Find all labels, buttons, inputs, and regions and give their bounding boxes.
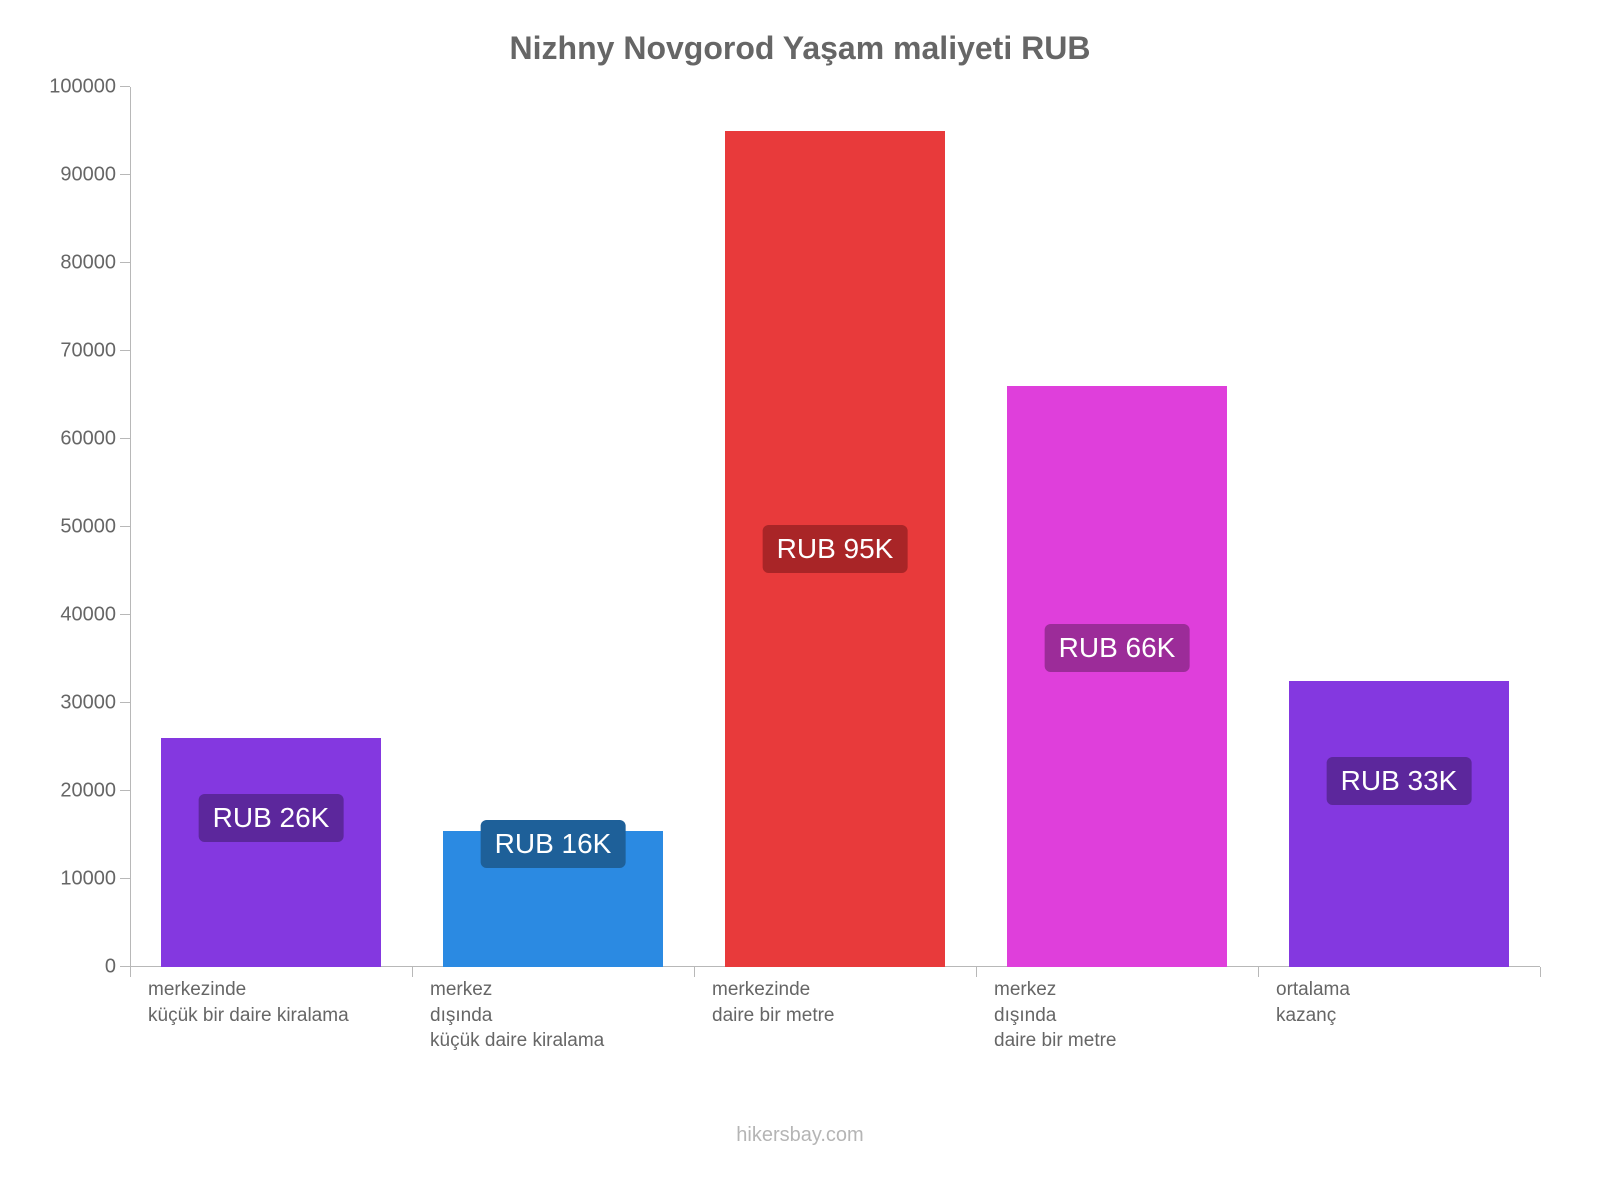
bar-slot: RUB 33K (1258, 87, 1540, 967)
bar: RUB 26K (161, 738, 381, 967)
x-tick (976, 967, 977, 977)
bar-slot: RUB 26K (130, 87, 412, 967)
x-labels: merkezindeküçük bir daire kiralamamerkez… (130, 977, 1540, 1054)
y-tick-label: 80000 (60, 252, 130, 275)
bar: RUB 66K (1007, 386, 1227, 967)
bar: RUB 95K (725, 131, 945, 967)
x-tick (1258, 967, 1259, 977)
x-label: merkezdışındadaire bir metre (976, 977, 1258, 1054)
bar: RUB 16K (443, 831, 663, 967)
bar-value-badge: RUB 16K (481, 820, 626, 868)
bar: RUB 33K (1289, 681, 1509, 967)
x-label: merkezdışındaküçük daire kiralama (412, 977, 694, 1054)
bar-value-badge: RUB 26K (199, 794, 344, 842)
x-tick (130, 967, 131, 977)
y-tick-label: 40000 (60, 604, 130, 627)
bars-container: RUB 26K RUB 16K RUB 95K RUB 66K RUB 33K (130, 87, 1540, 967)
y-tick-label: 90000 (60, 164, 130, 187)
bar-slot: RUB 95K (694, 87, 976, 967)
y-tick-label: 30000 (60, 692, 130, 715)
bar-value-badge: RUB 66K (1045, 624, 1190, 672)
x-tick (694, 967, 695, 977)
y-tick-label: 100000 (49, 76, 130, 99)
x-label: merkezindeküçük bir daire kiralama (130, 977, 412, 1054)
bar-slot: RUB 16K (412, 87, 694, 967)
y-tick-label: 50000 (60, 516, 130, 539)
y-tick-label: 10000 (60, 868, 130, 891)
bar-slot: RUB 66K (976, 87, 1258, 967)
y-tick-label: 0 (105, 956, 130, 979)
chart-title: Nizhny Novgorod Yaşam maliyeti RUB (40, 30, 1560, 67)
bar-value-badge: RUB 95K (763, 525, 908, 573)
attribution-text: hikersbay.com (40, 1124, 1560, 1147)
plot-area: 0100002000030000400005000060000700008000… (130, 87, 1540, 967)
y-tick-label: 70000 (60, 340, 130, 363)
x-tick (1540, 967, 1541, 977)
cost-of-living-chart: Nizhny Novgorod Yaşam maliyeti RUB 01000… (0, 0, 1600, 1200)
y-tick-label: 20000 (60, 780, 130, 803)
x-tick (412, 967, 413, 977)
bar-value-badge: RUB 33K (1327, 757, 1472, 805)
y-tick-label: 60000 (60, 428, 130, 451)
x-label: ortalamakazanç (1258, 977, 1540, 1054)
x-label: merkezindedaire bir metre (694, 977, 976, 1054)
